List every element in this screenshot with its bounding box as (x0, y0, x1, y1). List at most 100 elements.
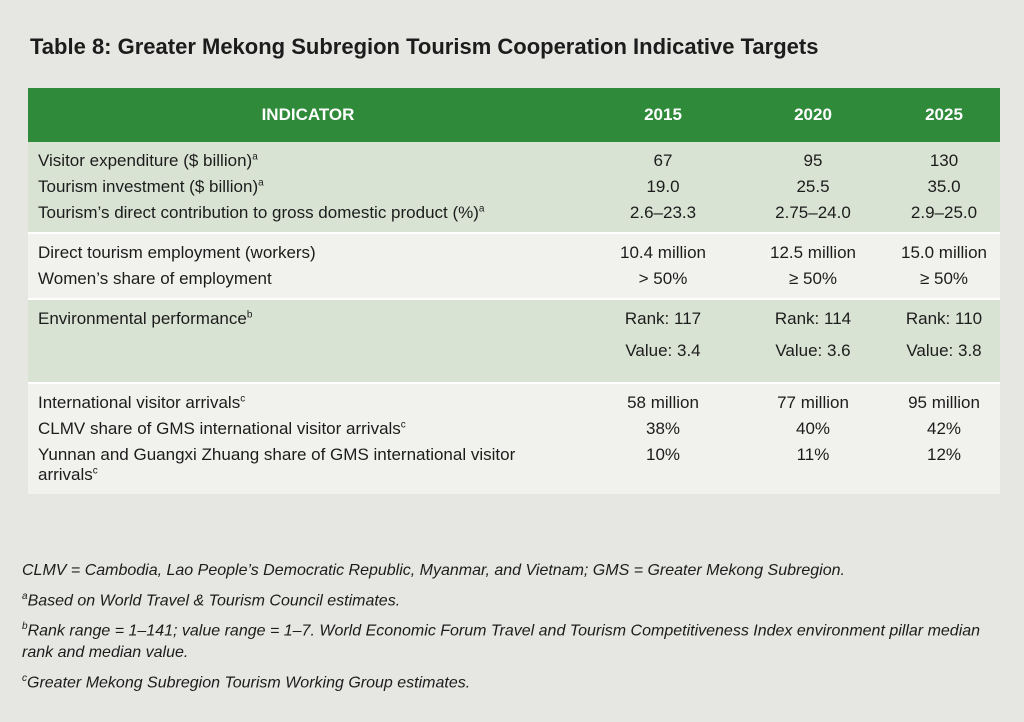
value-cell: ≥ 50% (738, 266, 888, 299)
indicator-cell: International visitor arrivalsc (28, 382, 588, 416)
value-cell: 77 million (738, 382, 888, 416)
footnote-marker: b (22, 621, 28, 633)
value-line: Rank: 117 (624, 309, 702, 328)
indicator-cell: CLMV share of GMS international visitor … (28, 416, 588, 442)
footnote: aBased on World Travel & Tourism Council… (22, 586, 1012, 611)
column-header: 2020 (738, 88, 888, 142)
value: 10% (645, 445, 681, 464)
column-header: INDICATOR (28, 88, 588, 142)
value-cell: ≥ 50% (888, 266, 1000, 299)
value-cell: > 50% (588, 266, 738, 299)
row-group: Environmental performanceb Rank: 117 Value… (28, 298, 1000, 383)
note-marker: c (400, 419, 406, 431)
value-cell: Rank: 114 Value: 3.6 (738, 298, 888, 383)
value-cell: 95 million (888, 382, 1000, 416)
value: 19.0 (646, 177, 680, 196)
note-marker: c (92, 465, 98, 477)
indicator-cell: Visitor expenditure ($ billion)a (28, 142, 588, 174)
value-cell: 15.0 million (888, 232, 1000, 266)
indicator-label: International visitor arrivals (38, 393, 241, 412)
value-line: Rank: 114 (774, 309, 852, 328)
value: 2.6–23.3 (629, 203, 697, 222)
indicator-cell: Women’s share of employment (28, 266, 588, 299)
indicator-label: Tourism’s direct contribution to gross d… (38, 203, 479, 222)
value: 2.9–25.0 (910, 203, 978, 222)
table-row: Tourism’s direct contribution to gross d… (28, 200, 1000, 233)
indicator-label: Direct tourism employment (workers) (38, 243, 316, 262)
indicator-cell: Yunnan and Guangxi Zhuang share of GMS i… (28, 442, 588, 494)
table-row: Tourism investment ($ billion)a 19.0 25.5 3… (28, 174, 1000, 200)
value-cell: 10.4 million (588, 232, 738, 266)
row-group: International visitor arrivalsc 58 millio… (28, 382, 1000, 494)
value-cell: 2.6–23.3 (588, 200, 738, 233)
value: 2.75–24.0 (775, 203, 851, 222)
value: 10.4 million (620, 243, 706, 262)
row-group: Direct tourism employment (workers) 10.4 … (28, 232, 1000, 299)
value: 38% (645, 419, 681, 438)
indicator-cell: Tourism investment ($ billion)a (28, 174, 588, 200)
note-marker: a (258, 177, 264, 189)
table-row: Environmental performanceb Rank: 117 Value… (28, 298, 1000, 383)
value-cell: 12% (888, 442, 1000, 494)
footnote-marker: c (22, 672, 27, 684)
footnote-marker: a (22, 591, 28, 602)
value-cell: 35.0 (888, 174, 1000, 200)
value-cell: 25.5 (738, 174, 888, 200)
note-marker: a (252, 151, 258, 163)
table-row: Direct tourism employment (workers) 10.4 … (28, 232, 1000, 266)
value-cell: Rank: 117 Value: 3.4 (588, 298, 738, 383)
table-title: Table 8: Greater Mekong Subregion Touris… (30, 34, 819, 59)
table-row: Yunnan and Guangxi Zhuang share of GMS i… (28, 442, 1000, 494)
value-line: Value: 3.4 (625, 341, 701, 360)
indicator-label: CLMV share of GMS international visitor … (38, 419, 401, 438)
value-line: Value: 3.8 (906, 341, 982, 360)
value: ≥ 50% (788, 269, 838, 288)
value-cell: 38% (588, 416, 738, 442)
indicator-label: Women’s share of employment (38, 269, 272, 288)
column-header: 2025 (888, 88, 1000, 142)
abbreviations: CLMV = Cambodia, Lao People’s Democratic… (22, 562, 845, 579)
footnote: cGreater Mekong Subregion Tourism Workin… (22, 668, 1012, 693)
value-cell: 2.75–24.0 (738, 200, 888, 233)
value: 35.0 (927, 177, 961, 196)
value: 58 million (627, 393, 699, 412)
value: 77 million (777, 393, 849, 412)
value: 12% (926, 445, 962, 464)
value: 67 (653, 151, 673, 170)
indicator-label: Visitor expenditure ($ billion) (38, 151, 253, 170)
value: 11% (796, 445, 830, 464)
header-row: INDICATOR 2015 2020 2025 (28, 88, 1000, 142)
value-cell: 67 (588, 142, 738, 174)
value: 95 million (908, 393, 980, 412)
value: 15.0 million (901, 243, 987, 262)
footnote-text: Rank range = 1–141; value range = 1–7. W… (22, 622, 981, 661)
value-cell: 42% (888, 416, 1000, 442)
table-row: International visitor arrivalsc 58 millio… (28, 382, 1000, 416)
value-cell: 19.0 (588, 174, 738, 200)
table-row: Women’s share of employment > 50% ≥ 50% ≥ 5… (28, 266, 1000, 299)
value: 25.5 (796, 177, 830, 196)
value-cell: 10% (588, 442, 738, 494)
value-cell: Rank: 110 Value: 3.8 (888, 298, 1000, 383)
table-row: CLMV share of GMS international visitor … (28, 416, 1000, 442)
value: 130 (929, 151, 959, 170)
footnote-text: Greater Mekong Subregion Tourism Working… (27, 673, 471, 691)
footnotes: CLMV = Cambodia, Lao People’s Democratic… (22, 560, 1012, 698)
value: 95 (803, 151, 823, 170)
indicator-cell: Direct tourism employment (workers) (28, 232, 588, 266)
value: > 50% (638, 269, 688, 288)
row-group: Visitor expenditure ($ billion)a 67 95 130 T… (28, 142, 1000, 233)
value-cell: 95 (738, 142, 888, 174)
note-marker: c (240, 393, 246, 405)
indicator-cell: Environmental performanceb (28, 298, 588, 383)
value: ≥ 50% (919, 269, 969, 288)
targets-table: INDICATOR 2015 2020 2025 Visitor expenditur… (28, 88, 1000, 494)
table-row: Visitor expenditure ($ billion)a 67 95 130 (28, 142, 1000, 174)
value-cell: 130 (888, 142, 1000, 174)
column-header: 2015 (588, 88, 738, 142)
footnote: bRank range = 1–141; value range = 1–7. … (22, 616, 1012, 662)
indicator-label: Environmental performance (38, 309, 247, 328)
value-cell: 11% (738, 442, 888, 494)
value-line: Rank: 110 (905, 309, 983, 328)
